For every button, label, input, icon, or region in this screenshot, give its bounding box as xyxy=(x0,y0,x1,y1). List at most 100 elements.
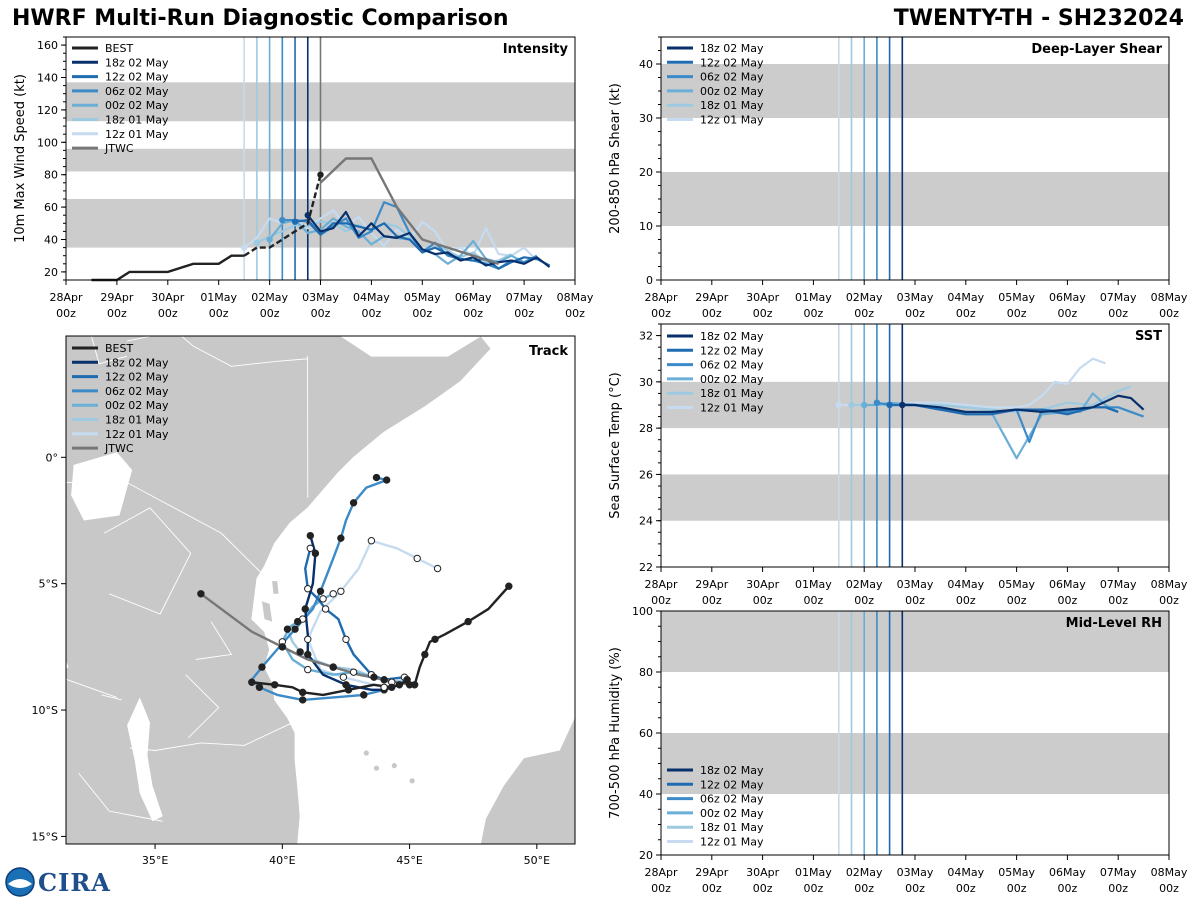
shear-xtick-label-0: 28Apr xyxy=(644,291,678,304)
shear-xtick-sublabel-6: 00z xyxy=(956,307,976,320)
sst-ytick-label-1: 24 xyxy=(639,515,653,528)
shear-legend-label-2: 06z 02 May xyxy=(700,71,764,84)
shear-ytick-label-1: 10 xyxy=(639,220,653,233)
sst-xtick-label-2: 30Apr xyxy=(746,578,780,591)
island-0 xyxy=(261,601,273,622)
country-border-6 xyxy=(78,772,163,822)
rh-xtick-sublabel-10: 00z xyxy=(1159,882,1179,895)
shear-legend-label-3: 00z 02 May xyxy=(700,85,764,98)
sst-legend-label-0: 18z 02 May xyxy=(700,330,764,343)
track-best-marker xyxy=(344,686,353,694)
sst-xtick-label-10: 08May xyxy=(1151,578,1188,591)
intensity-xtick-label-8: 06May xyxy=(455,291,492,304)
country-border-3 xyxy=(129,722,293,751)
shear-xtick-label-8: 06May xyxy=(1049,291,1086,304)
sst-legend-label-5: 12z 01 May xyxy=(700,402,764,415)
shear-legend-label-4: 18z 01 May xyxy=(700,99,764,112)
intensity-xtick-label-1: 29Apr xyxy=(100,291,134,304)
track-run-3-marker xyxy=(329,590,337,598)
track-xtick-label-0: 35°E xyxy=(142,854,168,867)
comoros-island-2 xyxy=(391,763,397,769)
intensity-series-start-2 xyxy=(279,216,286,224)
chart-title-right: TWENTY-TH - SH232024 xyxy=(893,6,1184,31)
intensity-best-line-dashed xyxy=(243,174,322,257)
intensity-legend-label-5: 18z 01 May xyxy=(105,114,169,127)
sst-xtick-sublabel-9: 00z xyxy=(1108,594,1128,607)
sst-ytick-label-5: 32 xyxy=(639,330,653,343)
intensity-xtick-label-2: 30Apr xyxy=(151,291,185,304)
lake-victoria xyxy=(71,452,133,521)
intensity-ytick-label-1: 40 xyxy=(44,234,58,247)
intensity-ytick-label-5: 120 xyxy=(37,104,58,117)
intensity-legend-label-7: JTWC xyxy=(104,142,134,155)
comoros-island-1 xyxy=(373,765,380,771)
shear-legend-label-0: 18z 02 May xyxy=(700,42,764,55)
intensity-series-start-1 xyxy=(291,218,299,225)
track-ytick-label-0: 0° xyxy=(46,451,59,464)
track-legend-label-0: BEST xyxy=(105,342,133,355)
track-run-4-marker xyxy=(283,625,292,633)
track-run-0-marker xyxy=(306,531,315,540)
track-legend-label-4: 00z 02 May xyxy=(105,399,169,412)
intensity-ytick-label-6: 140 xyxy=(37,72,58,85)
shear-xtick-sublabel-9: 00z xyxy=(1108,307,1128,320)
rh-xtick-label-9: 07May xyxy=(1100,866,1137,879)
intensity-xtick-label-10: 08May xyxy=(557,291,594,304)
track-jtwc-marker xyxy=(329,663,337,671)
track-xtick-label-1: 40°E xyxy=(269,854,295,867)
shear-xtick-sublabel-7: 00z xyxy=(1007,307,1027,320)
comoros-island-3 xyxy=(409,778,415,784)
track-jtwc-marker xyxy=(197,590,205,598)
intensity-series-0 xyxy=(306,210,551,268)
intensity-ytick-label-7: 160 xyxy=(37,39,58,52)
intensity-panel: 28Apr 00z 29Apr 00z 30Apr 00z 01May 00z 02May 00z… xyxy=(13,36,594,320)
intensity-xtick-label-4: 02May xyxy=(251,291,288,304)
shear-ytick-label-4: 40 xyxy=(639,58,653,71)
track-jtwc-marker xyxy=(278,643,287,651)
sst-series-0 xyxy=(902,394,1145,414)
intensity-ytick-label-3: 80 xyxy=(44,169,58,182)
intensity-xtick-label-9: 07May xyxy=(506,291,543,304)
shear-panel: 28Apr 00z 29Apr 00z 30Apr 00z 01May 00z 02May 00z… xyxy=(608,36,1188,320)
sst-xtick-sublabel-0: 00z xyxy=(651,594,671,607)
track-run-5-marker xyxy=(339,673,348,681)
rh-xtick-sublabel-7: 00z xyxy=(1007,882,1027,895)
intensity-xtick-label-3: 01May xyxy=(200,291,237,304)
country-border-10 xyxy=(103,507,192,615)
sst-series-start-5 xyxy=(835,401,842,409)
sst-xtick-label-0: 28Apr xyxy=(644,578,678,591)
track-run-5-marker xyxy=(380,683,388,692)
rh-xtick-label-10: 08May xyxy=(1151,866,1188,879)
track-legend-label-7: JTWC xyxy=(104,442,134,455)
shear-band-0 xyxy=(661,172,1169,226)
shear-xtick-label-7: 05May xyxy=(998,291,1035,304)
sst-xtick-sublabel-10: 00z xyxy=(1159,594,1179,607)
rh-xtick-label-8: 06May xyxy=(1049,866,1086,879)
intensity-xtick-sublabel-5: 00z xyxy=(311,307,331,320)
intensity-legend-label-2: 12z 02 May xyxy=(105,71,169,84)
intensity-series-start-3 xyxy=(266,236,273,243)
sst-series-start-0 xyxy=(899,401,906,409)
rh-legend-label-3: 00z 02 May xyxy=(700,807,764,820)
track-legend-label-5: 18z 01 May xyxy=(105,414,169,427)
track-panel: 35°E 40°E 45°E 50°E0°5°S10°S15°STrackBEST18… xyxy=(32,335,576,867)
track-run-5-marker xyxy=(337,587,345,595)
rh-xtick-label-3: 01May xyxy=(795,866,832,879)
shear-xtick-label-2: 30Apr xyxy=(746,291,780,304)
sst-xtick-label-4: 02May xyxy=(846,578,883,591)
sst-xtick-sublabel-7: 00z xyxy=(1007,594,1027,607)
shear-band-1 xyxy=(661,64,1169,118)
intensity-legend-label-1: 18z 02 May xyxy=(105,56,169,69)
rh-xtick-sublabel-8: 00z xyxy=(1058,882,1078,895)
country-border-11 xyxy=(195,621,233,660)
intensity-xtick-sublabel-1: 00z xyxy=(107,307,127,320)
track-best-marker xyxy=(421,650,429,659)
sst-legend-label-2: 06z 02 May xyxy=(700,359,764,372)
shear-xtick-sublabel-1: 00z xyxy=(702,307,722,320)
intensity-xtick-sublabel-6: 00z xyxy=(362,307,382,320)
logo-text: CIRA xyxy=(38,868,111,897)
intensity-ytick-label-0: 20 xyxy=(44,266,58,279)
sst-xtick-label-1: 29Apr xyxy=(695,578,729,591)
rh-xtick-sublabel-2: 00z xyxy=(753,882,773,895)
rh-xtick-sublabel-6: 00z xyxy=(956,882,976,895)
